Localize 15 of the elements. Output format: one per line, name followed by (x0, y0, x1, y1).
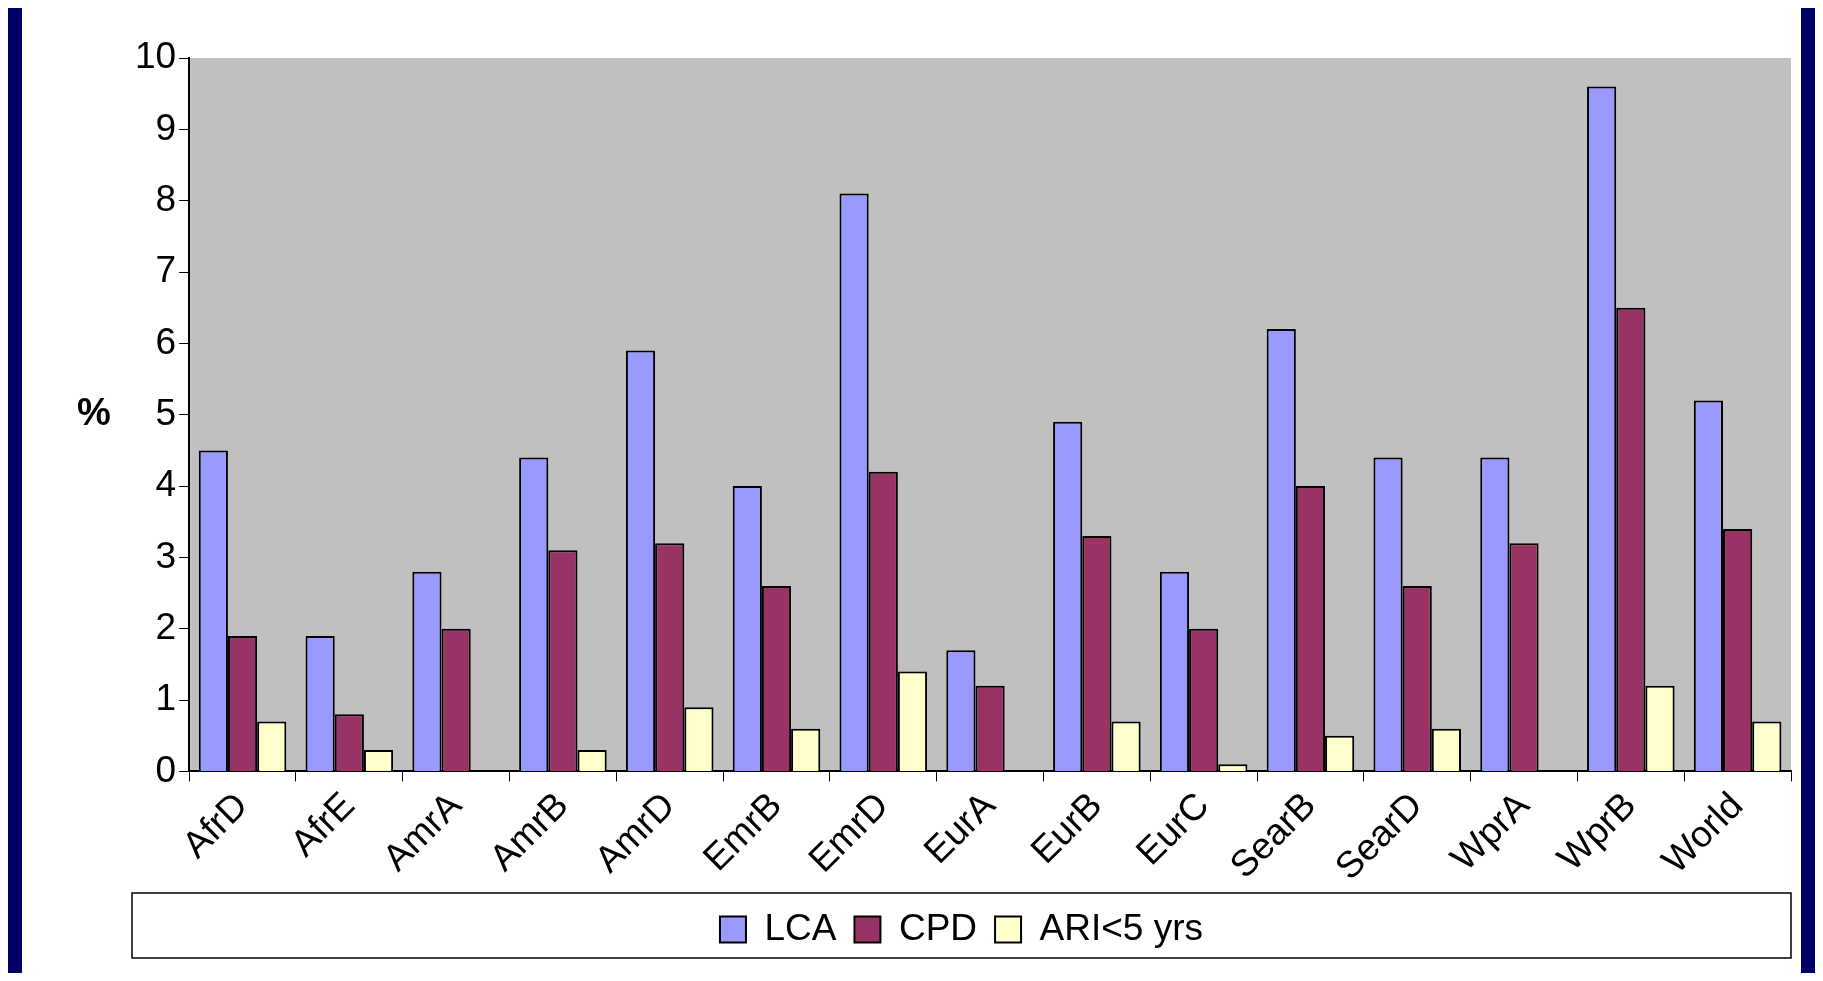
y-tick-label: 10 (135, 35, 177, 77)
y-tick-label: 3 (155, 534, 177, 576)
y-tick-label: 8 (155, 177, 177, 219)
y-tick-label: 1 (155, 677, 177, 719)
y-tick-label: 6 (155, 320, 177, 362)
y-tick-label: 2 (155, 605, 177, 647)
legend-label: LCA (764, 906, 837, 948)
y-tick-label: 0 (155, 748, 177, 790)
y-tick-label: 9 (155, 106, 177, 148)
legend-label: ARI<5 yrs (1039, 906, 1204, 948)
y-tick-label: 7 (155, 249, 177, 291)
legend-label: CPD (898, 906, 978, 948)
y-tick-label: 5 (155, 391, 177, 433)
y-tick-label: 4 (155, 463, 177, 505)
y-axis-title: % (77, 391, 111, 434)
